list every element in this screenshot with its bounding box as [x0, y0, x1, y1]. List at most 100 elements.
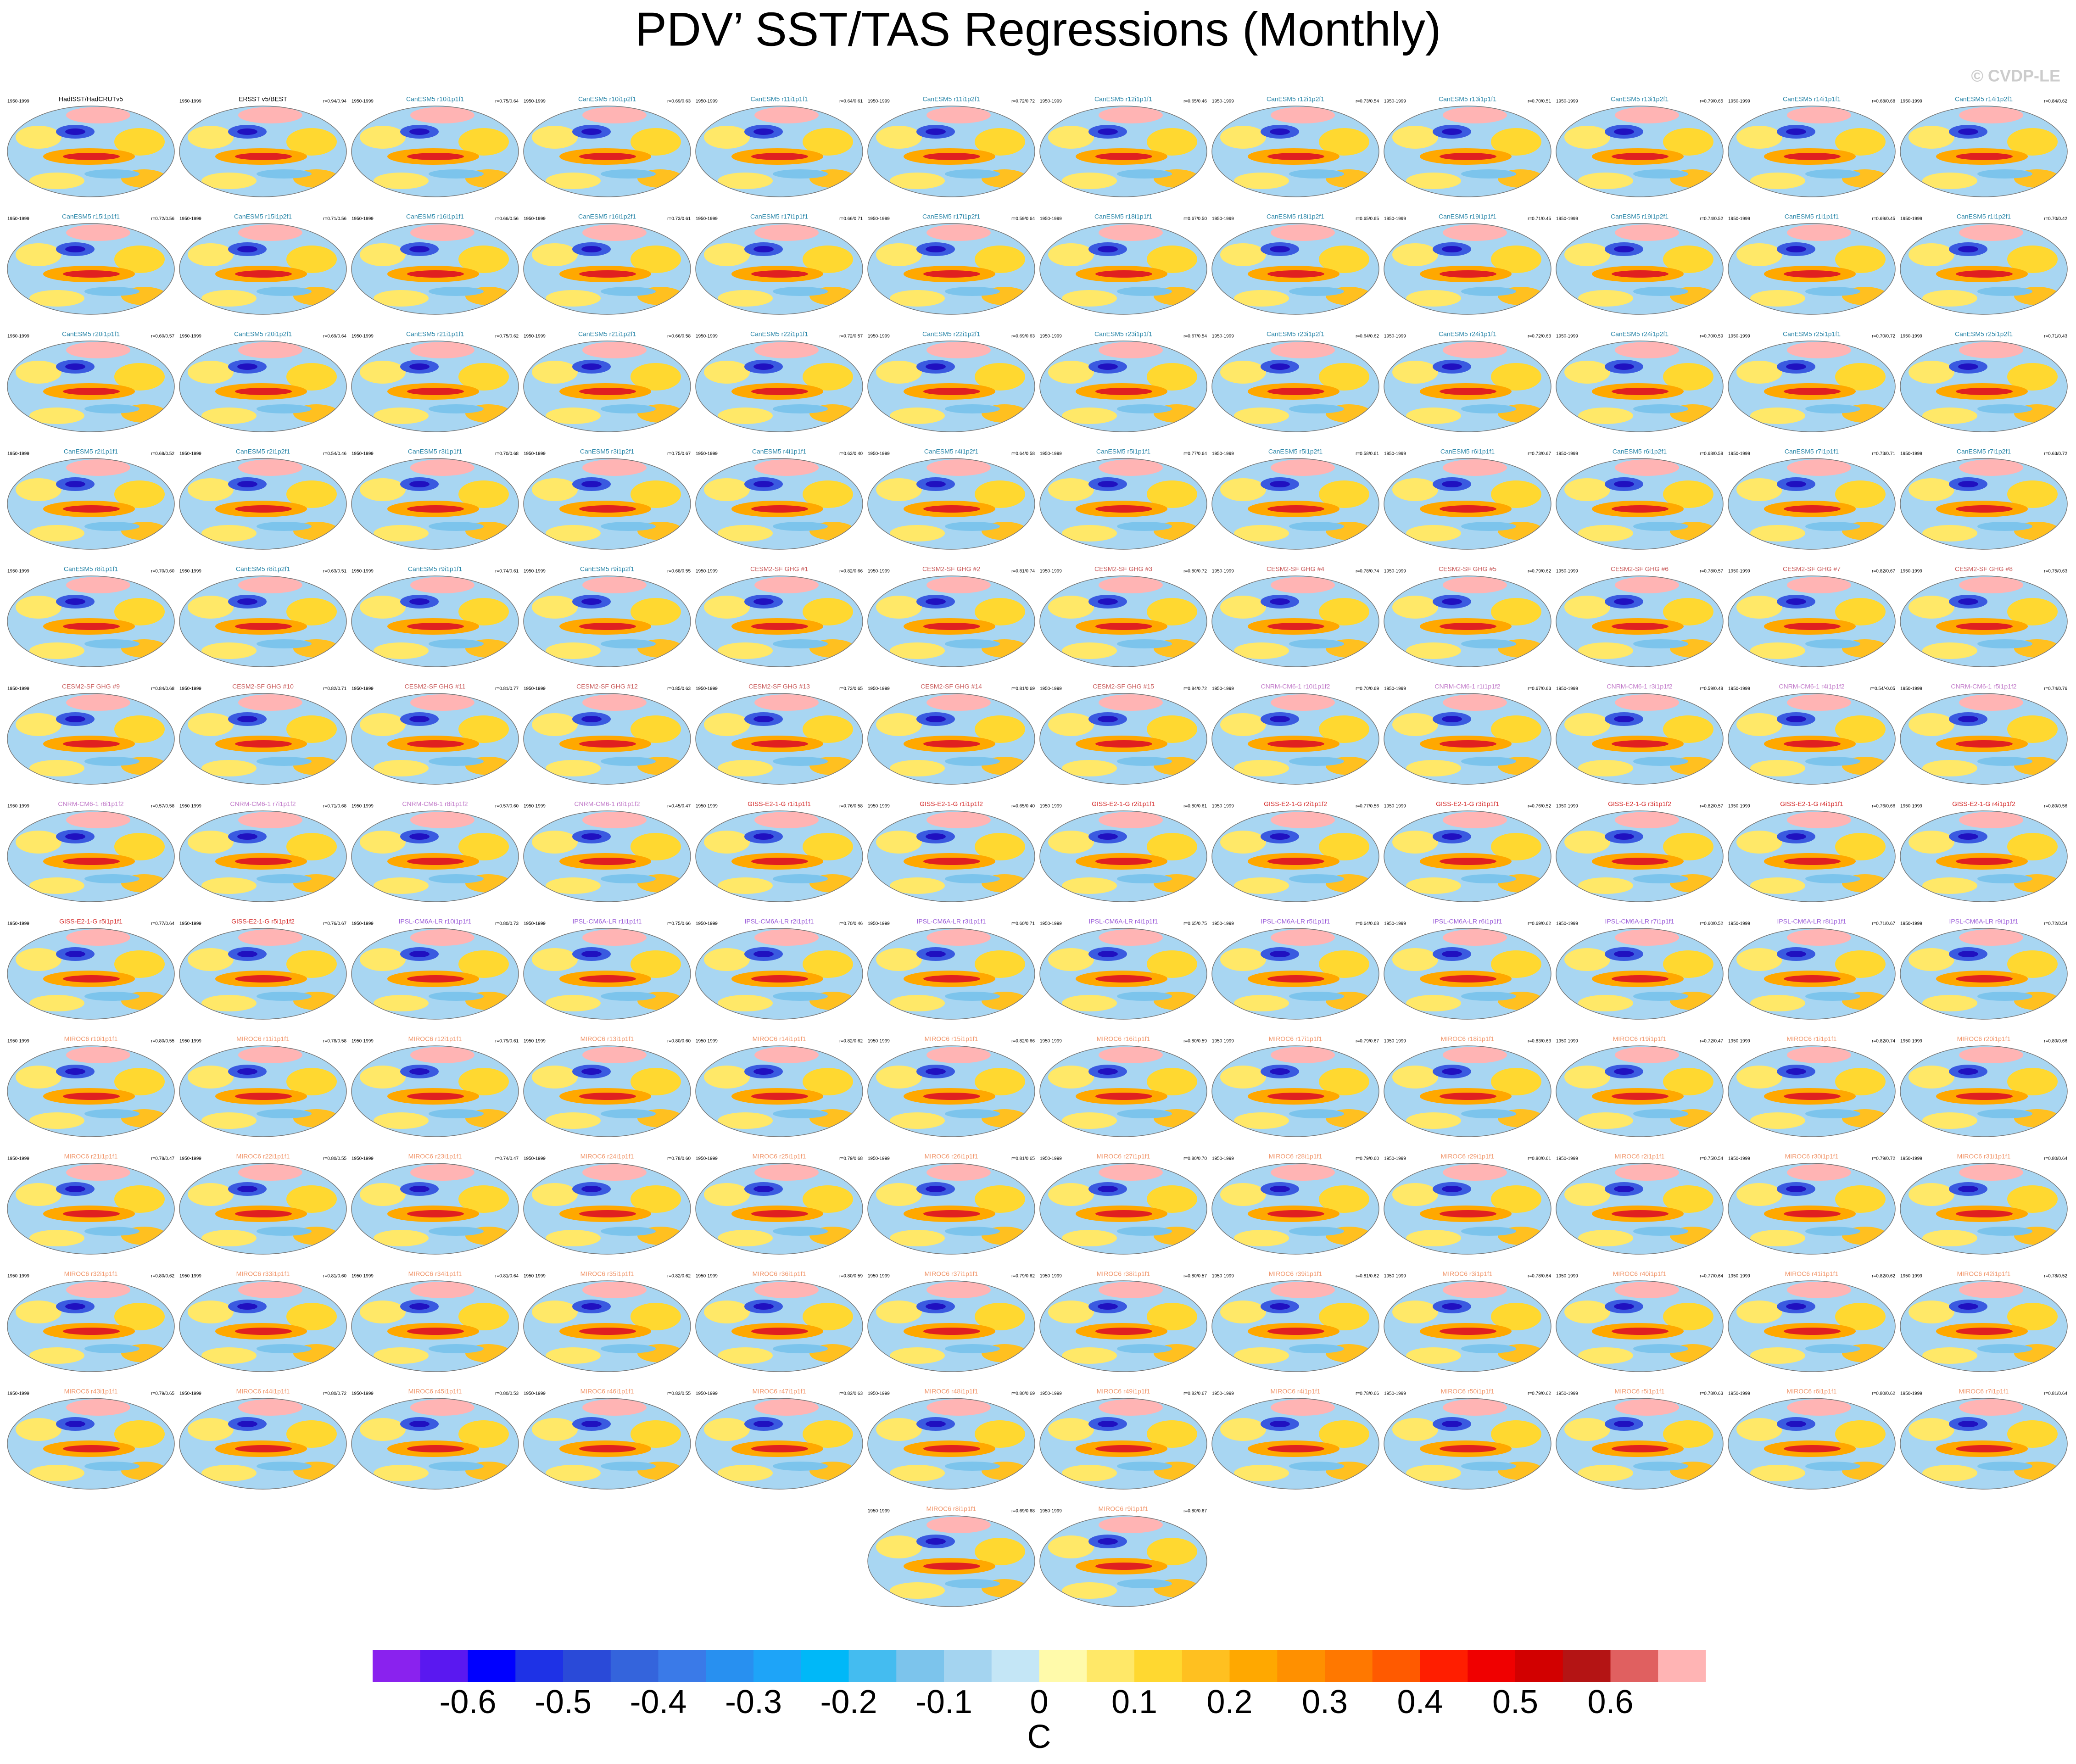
map	[1383, 575, 1552, 668]
map	[1039, 575, 1208, 668]
panel-title: MIROC6 r2i1p1f1	[1615, 1153, 1665, 1160]
panel-title: MIROC6 r16i1p1f1	[1097, 1035, 1150, 1043]
map	[6, 1280, 175, 1373]
panel-r: r=0.66/0.71	[839, 217, 863, 222]
panel-r: r=0.73/0.65	[839, 687, 863, 692]
panel: 1950-1999 GISS-E2-1-G r4i1p1f2 r=0.80/0.56	[1899, 800, 2068, 903]
map	[523, 575, 692, 668]
panel-period: 1950-1999	[179, 569, 201, 574]
panel: 1950-1999 CESM2-SF GHG #9 r=0.84/0.68	[6, 683, 175, 785]
map	[6, 692, 175, 785]
panel: 1950-1999 CESM2-SF GHG #14 r=0.81/0.69	[867, 683, 1036, 785]
panel-period: 1950-1999	[524, 687, 546, 692]
panel-title: MIROC6 r26i1p1f1	[925, 1153, 978, 1160]
panel-title: MIROC6 r24i1p1f1	[580, 1153, 634, 1160]
panel-r: r=0.71/0.56	[323, 217, 346, 222]
panel-period: 1950-1999	[352, 921, 374, 927]
panel: 1950-1999 HadISST/HadCRUTv5	[6, 95, 175, 198]
panel: 1950-1999 MIROC6 r40i1p1f1 r=0.77/0.64	[1555, 1270, 1724, 1373]
panel: 1950-1999 CNRM-CM6-1 r1i1p1f2 r=0.67/0.63	[1383, 683, 1552, 785]
panel-period: 1950-1999	[1728, 334, 1750, 339]
map	[1039, 810, 1208, 903]
panel-title: MIROC6 r40i1p1f1	[1613, 1270, 1667, 1278]
panel-r: r=0.67/0.63	[1528, 687, 1551, 692]
panel-period: 1950-1999	[179, 921, 201, 927]
panel: 1950-1999 MIROC6 r22i1p1f1 r=0.80/0.55	[179, 1153, 347, 1255]
colorbar-box	[1372, 1650, 1420, 1682]
map	[1555, 458, 1724, 550]
panel-r: r=0.64/0.68	[1356, 921, 1379, 927]
colorbar-box	[801, 1650, 849, 1682]
panel: 1950-1999 CNRM-CM6-1 r9i1p1f2 r=0.45/0.47	[523, 800, 692, 903]
map	[1727, 575, 1896, 668]
panel-title: MIROC6 r34i1p1f1	[408, 1270, 462, 1278]
colorbar-box	[1229, 1650, 1278, 1682]
map	[351, 810, 519, 903]
panel-r: r=0.69/0.45	[1872, 217, 1895, 222]
panel-title: MIROC6 r23i1p1f1	[408, 1153, 462, 1160]
panel-title: CESM2-SF GHG #5	[1439, 565, 1496, 573]
panel-title: CanESM5 r14i1p2f1	[1955, 95, 2013, 103]
panel-title: MIROC6 r3i1p1f1	[1443, 1270, 1493, 1278]
panel-r: r=0.73/0.67	[1528, 452, 1551, 457]
panel: 1950-1999 MIROC6 r10i1p1f1 r=0.80/0.55	[6, 1035, 175, 1138]
panel-title: GISS-E2-1-G r5i1p1f2	[231, 918, 295, 925]
panel: 1950-1999 IPSL-CM6A-LR r4i1p1f1 r=0.65/0.7…	[1039, 918, 1208, 1020]
panel-period: 1950-1999	[1040, 921, 1062, 927]
panel-period: 1950-1999	[1040, 1274, 1062, 1279]
panel-title: CanESM5 r6i1p2f1	[1613, 448, 1667, 455]
panel-period: 1950-1999	[696, 804, 718, 809]
panel-title: GISS-E2-1-G r1i1p1f1	[748, 800, 811, 808]
map	[6, 810, 175, 903]
panel-title: MIROC6 r28i1p1f1	[1269, 1153, 1323, 1160]
panel: 1950-1999 CanESM5 r1i1p2f1 r=0.70/0.42	[1899, 213, 2068, 315]
panel-r: r=0.72/0.47	[1700, 1039, 1723, 1044]
map	[6, 927, 175, 1020]
panel: 1950-1999 CESM2-SF GHG #2 r=0.81/0.74	[867, 565, 1036, 668]
panel-title: MIROC6 r47i1p1f1	[753, 1388, 806, 1395]
panel-title: MIROC6 r1i1p1f1	[1787, 1035, 1837, 1043]
panel-period: 1950-1999	[7, 334, 29, 339]
panel-r: r=0.70/0.60	[151, 569, 174, 574]
colorbar-box	[944, 1650, 992, 1682]
panel-period: 1950-1999	[1040, 569, 1062, 574]
panel: 1950-1999 MIROC6 r49i1p1f1 r=0.82/0.67	[1039, 1388, 1208, 1490]
panel-period: 1950-1999	[7, 217, 29, 222]
panel-r: r=0.81/0.64	[2044, 1391, 2067, 1396]
panel-r: r=0.70/0.69	[1356, 687, 1379, 692]
colorbar-tick-label: 0.4	[1397, 1684, 1443, 1720]
map	[867, 810, 1036, 903]
panel: 1950-1999 CanESM5 r16i1p1f1 r=0.66/0.56	[351, 213, 519, 315]
panel-r: r=0.80/0.59	[839, 1274, 863, 1279]
panel-title: IPSL-CM6A-LR r10i1p1f1	[399, 918, 472, 925]
panel-title: CanESM5 r9i1p1f1	[408, 565, 463, 573]
panel-title: MIROC6 r44i1p1f1	[236, 1388, 290, 1395]
map	[523, 692, 692, 785]
map	[867, 458, 1036, 550]
panel: 1950-1999 IPSL-CM6A-LR r1i1p1f1 r=0.75/0.6…	[523, 918, 692, 1020]
panel-title: GISS-E2-1-G r3i1p1f2	[1608, 800, 1671, 808]
panel-period: 1950-1999	[868, 921, 890, 927]
map	[695, 1397, 864, 1490]
panel-period: 1950-1999	[1212, 804, 1234, 809]
colorbar-tick-label: -0.2	[820, 1684, 877, 1720]
panel-period: 1950-1999	[352, 804, 374, 809]
panel-r: r=0.65/0.75	[1183, 921, 1207, 927]
panel-period: 1950-1999	[352, 217, 374, 222]
panel: 1950-1999 MIROC6 r37i1p1f1 r=0.79/0.62	[867, 1270, 1036, 1373]
panel: 1950-1999 GISS-E2-1-G r2i1p1f1 r=0.80/0.61	[1039, 800, 1208, 903]
panel-title: MIROC6 r31i1p1f1	[1957, 1153, 2011, 1160]
panel-period: 1950-1999	[1384, 217, 1406, 222]
panel-r: r=0.63/0.72	[2044, 452, 2067, 457]
panel-period: 1950-1999	[1900, 217, 1922, 222]
panel-period: 1950-1999	[1040, 334, 1062, 339]
map	[6, 340, 175, 433]
panel-r: r=0.77/0.64	[151, 921, 174, 927]
map	[1039, 458, 1208, 550]
panel-title: CanESM5 r3i1p2f1	[580, 448, 635, 455]
panel-title: CanESM5 r25i1p1f1	[1783, 330, 1841, 338]
map	[1899, 1162, 2068, 1255]
map	[179, 810, 347, 903]
panel-title: IPSL-CM6A-LR r2i1p1f1	[745, 918, 814, 925]
panel-r: r=0.80/0.72	[323, 1391, 346, 1396]
